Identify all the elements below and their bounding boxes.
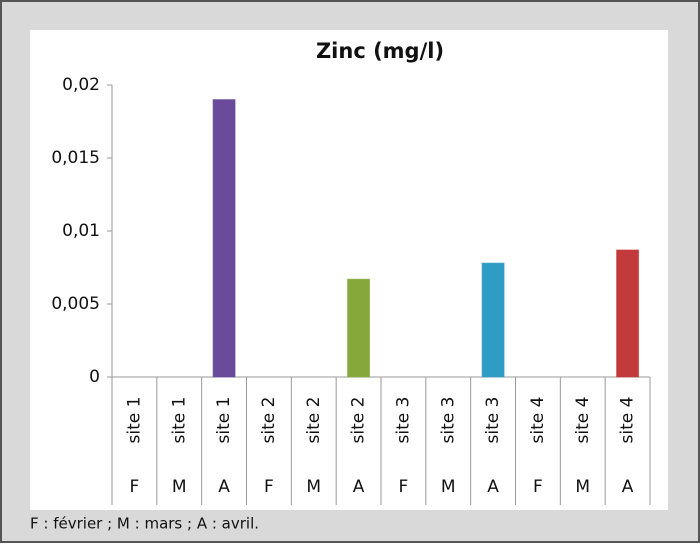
x-tick-label: site 1	[214, 397, 234, 444]
month-label: F	[264, 477, 274, 497]
month-label: A	[622, 477, 634, 497]
month-label: M	[441, 477, 456, 497]
month-label: M	[172, 477, 187, 497]
month-label: F	[399, 477, 409, 497]
month-label: F	[533, 477, 543, 497]
x-tick-label: site 2	[259, 397, 279, 444]
x-tick-label: site 2	[349, 397, 369, 444]
x-tick-label: site 2	[304, 397, 324, 444]
panel	[30, 30, 668, 510]
x-tick-label: site 3	[393, 397, 413, 444]
x-tick-label: site 4	[618, 397, 638, 444]
y-tick-label: 0,02	[62, 75, 100, 95]
x-tick-label: site 4	[573, 397, 593, 444]
bar	[481, 262, 505, 378]
x-tick-label: site 3	[483, 397, 503, 444]
x-tick-label: site 3	[438, 397, 458, 444]
x-tick-label: site 1	[169, 397, 189, 444]
y-tick-label: 0,005	[51, 294, 100, 314]
y-tick-label: 0,01	[62, 221, 100, 241]
month-label: F	[130, 477, 140, 497]
month-label: M	[306, 477, 321, 497]
x-tick-label: site 1	[124, 397, 144, 444]
bar	[616, 249, 640, 378]
month-label: A	[353, 477, 365, 497]
y-tick-label: 0,015	[51, 148, 100, 168]
bar	[347, 278, 371, 378]
x-tick-label: site 4	[528, 397, 548, 444]
bar	[212, 99, 236, 378]
chart-title: Zinc (mg/l)	[316, 39, 444, 63]
month-label: M	[575, 477, 590, 497]
footnote: F : février ; M : mars ; A : avril.	[30, 515, 259, 533]
y-tick-label: 0	[89, 367, 100, 387]
month-label: A	[218, 477, 230, 497]
month-label: A	[487, 477, 499, 497]
